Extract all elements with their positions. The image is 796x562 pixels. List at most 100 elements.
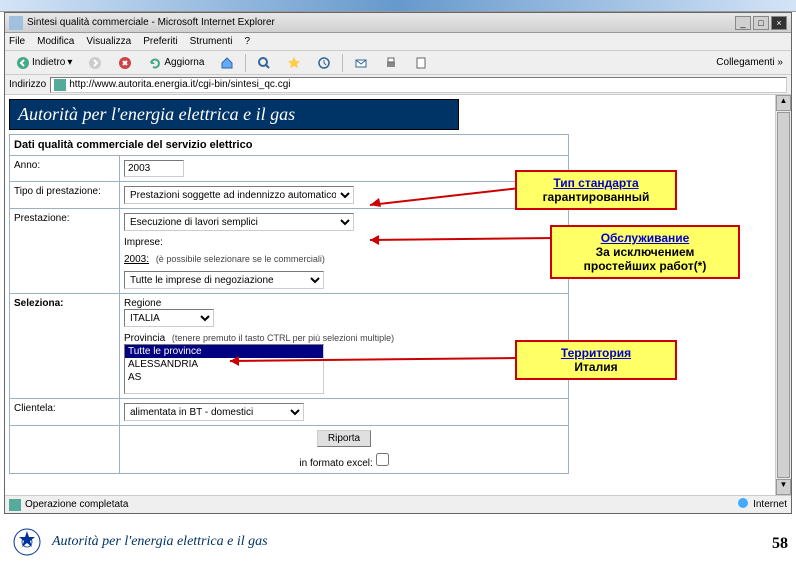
titlebar: Sintesi qualità commerciale - Microsoft … (5, 13, 791, 33)
ie-icon (9, 16, 23, 30)
forward-button[interactable] (81, 53, 109, 73)
callout-header: Территория (525, 346, 667, 360)
address-input[interactable]: http://www.autorita.energia.it/cgi-bin/s… (50, 77, 787, 93)
decorative-strip (0, 0, 796, 12)
dropdown-icon: ▾ (67, 57, 72, 68)
address-label: Indirizzo (9, 79, 46, 90)
slide-footer: Autorità per l'energia elettrica e il ga… (0, 525, 796, 559)
clientela-select[interactable]: alimentata in BT - domestici (124, 403, 304, 421)
history-button[interactable] (310, 53, 338, 73)
page-number: 58 (772, 535, 788, 553)
callout-body: гарантированный (525, 190, 667, 204)
menu-help[interactable]: ? (244, 36, 250, 47)
menubar: File Modifica Visualizza Preferiti Strum… (5, 33, 791, 51)
submit-button[interactable]: Riporta (317, 430, 371, 447)
search-button[interactable] (250, 53, 278, 73)
callout-standard-type: Тип стандарта гарантированный (515, 170, 677, 210)
zone-icon (737, 497, 749, 512)
page-icon (54, 79, 66, 91)
stop-icon (118, 56, 132, 70)
minimize-button[interactable]: _ (735, 16, 751, 30)
callout-body: простейших работ(*) (560, 259, 730, 273)
menu-strumenti[interactable]: Strumenti (190, 36, 233, 47)
scroll-up-button[interactable]: ▲ (776, 95, 791, 111)
emblem-icon (12, 527, 42, 557)
provincia-listbox[interactable]: Tutte le province ALESSANDRIA AS (124, 344, 324, 394)
mail-button[interactable] (347, 53, 375, 73)
imprese-label: Imprese: (124, 237, 163, 248)
prestazione-select[interactable]: Esecuzione di lavori semplici (124, 213, 354, 231)
scroll-down-button[interactable]: ▼ (776, 479, 791, 495)
vertical-scrollbar[interactable]: ▲ ▼ (775, 95, 791, 495)
search-icon (257, 56, 271, 70)
callout-body: За исключением (560, 245, 730, 259)
close-button[interactable]: × (771, 16, 787, 30)
seleziona-label: Seleziona: (10, 294, 120, 399)
form-table: Anno: Tipo di prestazione: Prestazioni s… (9, 155, 569, 474)
separator (342, 54, 343, 72)
star-icon (287, 56, 301, 70)
menu-preferiti[interactable]: Preferiti (143, 36, 177, 47)
maximize-button[interactable]: □ (753, 16, 769, 30)
prestazione-label: Prestazione: (10, 209, 120, 294)
anno-input[interactable] (124, 160, 184, 177)
stop-button[interactable] (111, 53, 139, 73)
edit-button[interactable] (407, 53, 435, 73)
browser-window: Sintesi qualità commerciale - Microsoft … (4, 12, 792, 514)
separator (245, 54, 246, 72)
zone-text: Internet (753, 499, 787, 510)
callout-header: Обслуживание (560, 231, 730, 245)
callout-service: Обслуживание За исключением простейших р… (550, 225, 740, 279)
imprese-note: (è possibile selezionare se le commercia… (156, 254, 325, 264)
addressbar: Indirizzo http://www.autorita.energia.it… (5, 75, 791, 95)
print-button[interactable] (377, 53, 405, 73)
statusbar: Operazione completata Internet (5, 495, 791, 513)
refresh-label: Aggiorna (164, 57, 204, 68)
home-icon (220, 56, 234, 70)
tipo-select[interactable]: Prestazioni soggette ad indennizzo autom… (124, 186, 354, 204)
done-icon (9, 499, 21, 511)
anno-label: Anno: (10, 156, 120, 182)
home-button[interactable] (213, 53, 241, 73)
refresh-icon (148, 56, 162, 70)
callout-header: Тип стандарта (525, 176, 667, 190)
regione-label: Regione (124, 298, 161, 309)
back-icon (16, 56, 30, 70)
toolbar: Indietro ▾ Aggiorna (5, 51, 791, 75)
window-title: Sintesi qualità commerciale - Microsoft … (27, 17, 735, 28)
menu-visualizza[interactable]: Visualizza (86, 36, 131, 47)
excel-checkbox[interactable] (376, 453, 389, 466)
callout-body: Италия (525, 360, 667, 374)
section-title: Dati qualità commerciale del servizio el… (9, 134, 569, 155)
list-item[interactable]: ALESSANDRIA (125, 358, 323, 371)
list-item[interactable]: Tutte le province (125, 345, 323, 358)
content-area: Autorità per l'energia elettrica e il ga… (5, 95, 775, 495)
menu-file[interactable]: File (9, 36, 25, 47)
callout-territory: Территория Италия (515, 340, 677, 380)
imprese-year: 2003: (124, 254, 149, 265)
history-icon (317, 56, 331, 70)
output-label: in formato excel: (299, 458, 372, 469)
edit-icon (414, 56, 428, 70)
tipo-label: Tipo di prestazione: (10, 182, 120, 209)
back-label: Indietro (32, 57, 65, 68)
mail-icon (354, 56, 368, 70)
status-text: Operazione completata (25, 499, 128, 510)
forward-icon (88, 56, 102, 70)
imprese-select[interactable]: Tutte le imprese di negoziazione (124, 271, 324, 289)
provincia-note: (tenere premuto il tasto CTRL per più se… (172, 333, 394, 343)
url-text: http://www.autorita.energia.it/cgi-bin/s… (69, 79, 290, 90)
scroll-thumb[interactable] (777, 112, 790, 478)
regione-select[interactable]: ITALIA (124, 309, 214, 327)
provincia-label: Provincia (124, 333, 165, 344)
list-item[interactable]: AS (125, 371, 323, 384)
favorites-button[interactable] (280, 53, 308, 73)
page-header: Autorità per l'energia elettrica e il ga… (9, 99, 459, 130)
menu-modifica[interactable]: Modifica (37, 36, 74, 47)
clientela-label: Clientela: (10, 399, 120, 426)
footer-text: Autorità per l'energia elettrica e il ga… (52, 534, 268, 550)
back-button[interactable]: Indietro ▾ (9, 53, 79, 73)
links-label[interactable]: Collegamenti » (716, 57, 787, 68)
print-icon (384, 56, 398, 70)
refresh-button[interactable]: Aggiorna (141, 53, 211, 73)
